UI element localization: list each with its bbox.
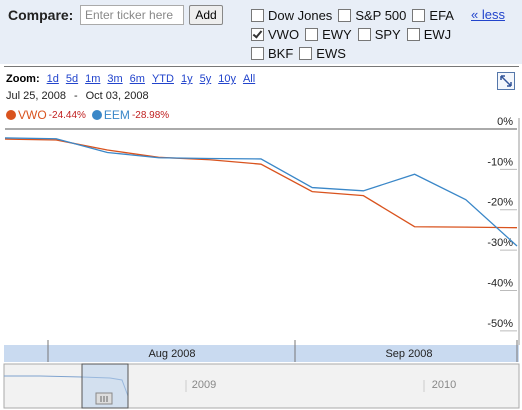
ticker-name: EFA xyxy=(429,8,454,23)
ticker-name: S&P 500 xyxy=(355,8,407,23)
compare-bar: Compare: Enter ticker here Add Dow Jones… xyxy=(0,0,522,64)
zoom-option[interactable]: 1d xyxy=(46,73,59,85)
y-tick-label: 0% xyxy=(497,116,513,128)
y-tick-label: -40% xyxy=(487,277,513,289)
zoom-option[interactable]: 6m xyxy=(129,73,145,85)
x-axis-band xyxy=(4,345,519,362)
checkbox[interactable] xyxy=(251,28,264,41)
legend-item: EEM -28.98% xyxy=(91,108,170,122)
legend-change: -28.98% xyxy=(131,109,170,121)
zoom-option[interactable]: 1m xyxy=(85,73,101,85)
ticker-input[interactable]: Enter ticker here xyxy=(80,5,184,25)
checkbox[interactable] xyxy=(406,28,420,41)
ticker-option[interactable]: BKF xyxy=(251,46,293,61)
checkbox[interactable] xyxy=(251,9,264,22)
zoom-option[interactable]: 1y xyxy=(180,73,193,85)
ticker-name: EWJ xyxy=(423,27,452,42)
ticker-option[interactable]: EWS xyxy=(299,46,346,61)
ticker-option[interactable]: EWJ xyxy=(406,27,452,42)
ticker-row: Dow Jones S&P 500 EFA xyxy=(251,6,460,25)
zoom-option[interactable]: 5y xyxy=(199,73,212,85)
legend-change: -24.44% xyxy=(48,109,86,121)
add-button[interactable]: Add xyxy=(189,5,223,25)
ticker-option[interactable]: Dow Jones xyxy=(251,8,332,23)
compare-label: Compare: xyxy=(8,7,74,23)
ticker-list: Dow Jones S&P 500 EFA VWO EWY SPY EWJ BKF EWS xyxy=(251,6,460,63)
ticker-name: EWS xyxy=(316,46,346,61)
date-range: Jul 25, 2008 - Oct 03, 2008 xyxy=(6,90,149,102)
checkbox[interactable] xyxy=(251,47,264,60)
y-tick-label: -10% xyxy=(487,156,513,168)
y-tick-label: -50% xyxy=(487,318,513,330)
zoom-option[interactable]: 3m xyxy=(107,73,123,85)
ticker-option[interactable]: VWO xyxy=(251,27,299,42)
legend-name: EEM xyxy=(103,108,130,122)
zoom-option[interactable]: All xyxy=(242,73,256,85)
zoom-icon[interactable] xyxy=(497,72,515,90)
x-tick-label: Sep 2008 xyxy=(385,348,432,360)
less-link[interactable]: « less xyxy=(471,7,505,22)
ticker-name: VWO xyxy=(268,27,300,42)
checkbox[interactable] xyxy=(412,9,426,22)
checkbox[interactable] xyxy=(357,28,371,41)
y-tick-label: -20% xyxy=(487,197,513,209)
start-date: Jul 25, 2008 xyxy=(6,90,66,102)
ticker-name: EWY xyxy=(322,27,352,42)
ticker-name: Dow Jones xyxy=(268,8,333,23)
ticker-option[interactable]: EFA xyxy=(412,8,454,23)
ticker-row: VWO EWY SPY EWJ xyxy=(251,25,460,44)
ticker-name: SPY xyxy=(374,27,401,42)
date-separator: - xyxy=(73,90,78,102)
chart-frame xyxy=(4,66,519,409)
ticker-name: BKF xyxy=(268,46,294,61)
legend-dot xyxy=(6,110,16,120)
zoom-bar: Zoom: 1d 5d 1m 3m 6m YTD 1y 5y 10y All xyxy=(6,73,255,85)
ticker-option[interactable]: EWY xyxy=(305,27,352,42)
checkbox[interactable] xyxy=(305,28,319,41)
zoom-option[interactable]: YTD xyxy=(151,73,174,85)
ticker-option[interactable]: S&P 500 xyxy=(338,8,406,23)
legend: VWO -24.44% EEM -28.98% xyxy=(6,108,169,122)
navigator-label: 2009 xyxy=(192,379,216,391)
series-line xyxy=(4,138,518,229)
zoom-label: Zoom: xyxy=(6,73,40,85)
zoom-option[interactable]: 10y xyxy=(218,73,236,85)
legend-name: VWO xyxy=(18,108,47,122)
end-date: Oct 03, 2008 xyxy=(85,90,149,102)
legend-dot xyxy=(91,110,102,120)
y-tick-label: -30% xyxy=(487,237,513,249)
ticker-option[interactable]: SPY xyxy=(357,27,401,42)
zoom-option[interactable]: 5d xyxy=(65,73,79,85)
checkbox[interactable] xyxy=(299,47,313,60)
navigator-label: 2010 xyxy=(432,379,456,391)
series-line xyxy=(4,137,518,247)
ticker-row: BKF EWS xyxy=(251,44,460,63)
legend-item: VWO -24.44% xyxy=(6,108,86,122)
x-tick-label: Aug 2008 xyxy=(148,348,195,360)
checkbox[interactable] xyxy=(338,9,352,22)
